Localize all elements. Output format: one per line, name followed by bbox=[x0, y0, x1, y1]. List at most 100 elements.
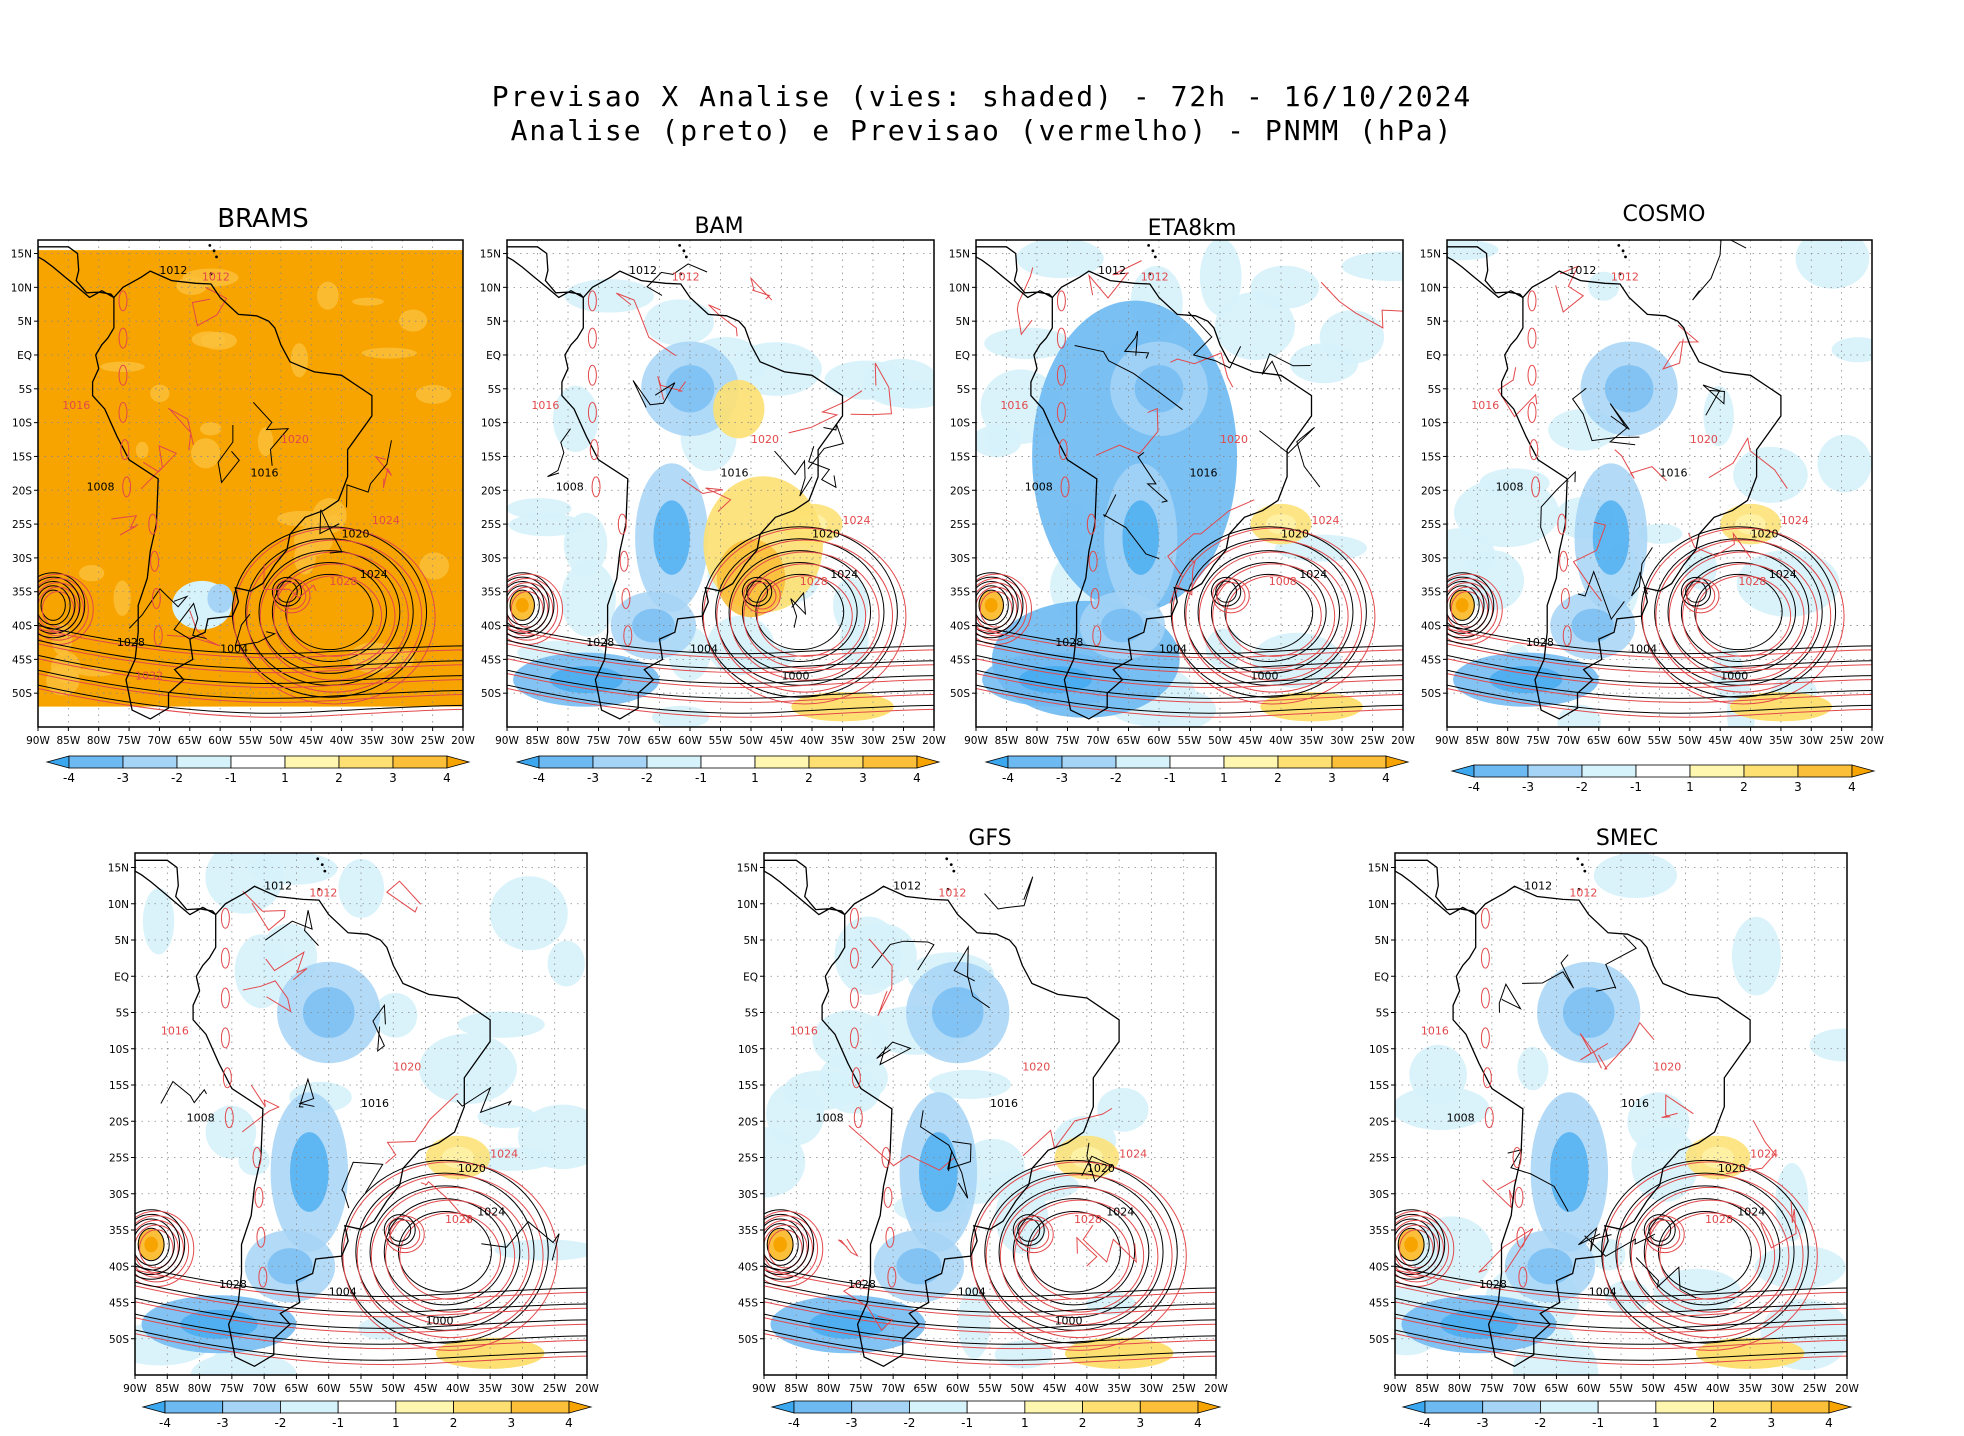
lat-tick-label: 50S bbox=[109, 1334, 129, 1346]
colorbar-label: 2 bbox=[335, 771, 343, 785]
lon-tick-label: 90W bbox=[1435, 735, 1459, 747]
contour-label-analysis: 1016 bbox=[361, 1097, 389, 1110]
lon-tick-label: 40W bbox=[1075, 1383, 1099, 1395]
lat-tick-label: 30S bbox=[738, 1189, 758, 1201]
colorbar-label: -2 bbox=[641, 771, 653, 785]
lon-tick-label: 25W bbox=[1803, 1383, 1827, 1395]
lon-tick-label: 70W bbox=[252, 1383, 276, 1395]
lat-tick-label: 40S bbox=[109, 1261, 129, 1273]
lon-tick-label: 55W bbox=[349, 1383, 373, 1395]
lon-tick-label: 85W bbox=[56, 735, 80, 747]
lon-tick-label: 60W bbox=[678, 735, 702, 747]
map-panel-brams: 1012 1008 1016 1020 1024 1028 1004 1012 1016 1020… bbox=[0, 200, 503, 767]
colorbar-label: -2 bbox=[1534, 1416, 1546, 1430]
contour-label-forecast: 1016 bbox=[1421, 1024, 1449, 1037]
colorbar-label: 3 bbox=[1767, 1416, 1775, 1430]
contour-label-forecast: 1012 bbox=[1611, 271, 1639, 284]
colorbar-label: -4 bbox=[1419, 1416, 1431, 1430]
lon-tick-label: 85W bbox=[784, 1383, 808, 1395]
lon-tick-label: 75W bbox=[117, 735, 141, 747]
lat-tick-label: 45S bbox=[1369, 1298, 1389, 1310]
contour-label-forecast: 1020 bbox=[393, 1061, 421, 1074]
contour-label-analysis: 1004 bbox=[958, 1285, 986, 1298]
lat-tick-label: EQ bbox=[486, 350, 501, 362]
colorbar-label: -4 bbox=[533, 771, 545, 785]
contour-label-analysis: 1008 bbox=[187, 1111, 215, 1124]
contour-label-forecast: 1024 bbox=[1781, 514, 1809, 527]
colorbar-label: 4 bbox=[1194, 1416, 1202, 1430]
lon-tick-label: 50W bbox=[1678, 735, 1702, 747]
contour-label-analysis: 1000 bbox=[782, 670, 810, 683]
colorbar-label: 2 bbox=[1740, 780, 1748, 794]
colorbar-label: -3 bbox=[117, 771, 129, 785]
lon-tick-label: 55W bbox=[709, 735, 733, 747]
lon-tick-label: 50W bbox=[1208, 735, 1232, 747]
colorbar-label: -3 bbox=[846, 1416, 858, 1430]
panel-title: GFS bbox=[968, 826, 1012, 851]
lat-tick-label: 15N bbox=[11, 249, 32, 261]
contour-label-analysis: 1024 bbox=[830, 568, 858, 581]
lon-tick-label: 40W bbox=[800, 735, 824, 747]
lon-tick-label: 90W bbox=[1383, 1383, 1407, 1395]
contour-label-analysis: 1028 bbox=[848, 1278, 876, 1291]
lon-tick-label: 30W bbox=[861, 735, 885, 747]
lon-tick-label: 55W bbox=[978, 1383, 1002, 1395]
lon-tick-label: 90W bbox=[123, 1383, 147, 1395]
lon-tick-label: 45W bbox=[1708, 735, 1732, 747]
lon-tick-label: 85W bbox=[155, 1383, 179, 1395]
lat-tick-label: 10S bbox=[12, 418, 32, 430]
lon-tick-label: 65W bbox=[285, 1383, 309, 1395]
lon-tick-label: 80W bbox=[188, 1383, 212, 1395]
lon-tick-label: 25W bbox=[1830, 735, 1854, 747]
lon-tick-label: 20W bbox=[1391, 735, 1415, 747]
lon-tick-label: 85W bbox=[1465, 735, 1489, 747]
lon-tick-label: 20W bbox=[1204, 1383, 1228, 1395]
contour-label-analysis: 1000 bbox=[1055, 1314, 1083, 1327]
lon-tick-label: 75W bbox=[849, 1383, 873, 1395]
lat-tick-label: EQ bbox=[743, 971, 758, 983]
lon-tick-label: 55W bbox=[1178, 735, 1202, 747]
lat-tick-label: 25S bbox=[12, 519, 32, 531]
contour-label-analysis: 1012 bbox=[159, 264, 187, 277]
map-panel-unnamed: 1012 1008 1016 1020 1024 1028 1004 1000 1012 1016… bbox=[95, 813, 627, 1415]
lon-tick-label: 30W bbox=[1799, 735, 1823, 747]
colorbar: -4 -3 -2 -1 1 2 3 4 bbox=[984, 754, 1410, 788]
lon-tick-label: 85W bbox=[526, 735, 550, 747]
contour-label-forecast: 1016 bbox=[531, 399, 559, 412]
lon-tick-label: 80W bbox=[556, 735, 580, 747]
lat-tick-label: 25S bbox=[1421, 519, 1441, 531]
lat-tick-label: 5S bbox=[745, 1008, 759, 1020]
lat-tick-label: 5N bbox=[17, 316, 32, 328]
lon-tick-label: 50W bbox=[1010, 1383, 1034, 1395]
colorbar: -4 -3 -2 -1 1 2 3 4 bbox=[141, 1399, 593, 1433]
contour-label-forecast: 1020 bbox=[751, 433, 779, 446]
lat-tick-label: 45S bbox=[481, 654, 501, 666]
lat-tick-label: 5S bbox=[19, 384, 33, 396]
lon-tick-label: 55W bbox=[239, 735, 263, 747]
lon-tick-label: 90W bbox=[752, 1383, 776, 1395]
contour-label-forecast: 1028 bbox=[329, 575, 357, 588]
contour-label-analysis: 1012 bbox=[1568, 264, 1596, 277]
contour-label-analysis: 1020 bbox=[1718, 1162, 1746, 1175]
contour-label-forecast: 1016 bbox=[1000, 399, 1028, 412]
lat-tick-label: 5S bbox=[116, 1008, 130, 1020]
contour-label-forecast: 1012 bbox=[672, 271, 700, 284]
contour-label-analysis: 1028 bbox=[1479, 1278, 1507, 1291]
colorbar-label: 4 bbox=[1825, 1416, 1833, 1430]
lon-tick-label: 35W bbox=[1769, 735, 1793, 747]
lat-tick-label: EQ bbox=[1426, 350, 1441, 362]
contour-label-analysis: 1016 bbox=[251, 467, 279, 480]
lat-tick-label: 35S bbox=[109, 1225, 129, 1237]
colorbar-label: -1 bbox=[332, 1416, 344, 1430]
lat-tick-label: 20S bbox=[738, 1116, 758, 1128]
lat-tick-label: 10S bbox=[1369, 1044, 1389, 1056]
lon-tick-label: 45W bbox=[770, 735, 794, 747]
lat-tick-label: 30S bbox=[481, 553, 501, 565]
lon-tick-label: 25W bbox=[543, 1383, 567, 1395]
colorbar-label: -3 bbox=[1522, 780, 1534, 794]
lon-tick-label: 35W bbox=[478, 1383, 502, 1395]
lat-tick-label: 35S bbox=[481, 587, 501, 599]
lat-tick-label: 10N bbox=[1368, 899, 1389, 911]
contour-label-analysis: 1028 bbox=[586, 636, 614, 649]
lat-tick-label: 45S bbox=[1421, 654, 1441, 666]
